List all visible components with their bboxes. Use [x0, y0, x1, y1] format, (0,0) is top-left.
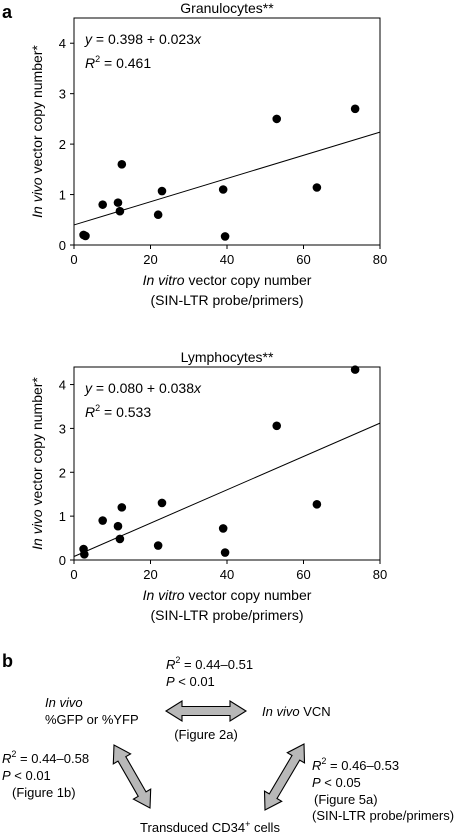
data-point — [220, 548, 230, 557]
x-tick-label: 60 — [296, 252, 310, 267]
y-tick-label: 4 — [59, 36, 66, 51]
top-stat-p-value: P < 0.01 — [166, 674, 215, 689]
x-tick-label: 60 — [296, 567, 310, 582]
data-point — [312, 499, 322, 509]
arrow-gfp-vcn — [164, 700, 248, 722]
right-stat-r-squared: R2 = 0.46–0.53 — [312, 756, 399, 773]
y-tick-label: 2 — [59, 465, 66, 480]
data-point — [350, 104, 360, 114]
data-point — [312, 183, 322, 192]
left-figure-ref: (Figure 1b) — [12, 785, 76, 800]
data-point — [218, 524, 228, 533]
right-figure-ref: (Figure 5a) — [314, 792, 378, 807]
data-point — [117, 503, 127, 512]
y-tick-label: 1 — [59, 188, 66, 203]
panel-label-b: b — [2, 651, 13, 671]
top-stat-r-squared: R2 = 0.44–0.51 — [166, 655, 253, 672]
y-tick-label: 3 — [59, 421, 66, 436]
y-axis-label: In vivo vector copy number* — [29, 377, 45, 550]
x-tick-label: 20 — [143, 567, 157, 582]
x-tick-label: 0 — [70, 567, 77, 582]
y-tick-label: 0 — [59, 238, 66, 253]
data-point — [153, 210, 163, 220]
chart-title: Granulocytes** — [180, 0, 274, 16]
data-point — [220, 232, 230, 241]
r-squared-label: R2 = 0.533 — [85, 403, 151, 420]
data-point — [218, 185, 228, 194]
arrow-gfp-cd34 — [112, 744, 152, 809]
y-tick-label: 4 — [59, 378, 66, 393]
regression-equation: y = 0.080 + 0.038x — [84, 380, 202, 396]
data-point — [272, 114, 282, 124]
regression-line — [73, 131, 381, 226]
r-squared-label: R2 = 0.461 — [85, 54, 151, 71]
data-point — [98, 516, 107, 525]
x-tick-label: 20 — [143, 252, 157, 267]
x-tick-label: 80 — [373, 567, 387, 582]
y-tick-label: 0 — [59, 553, 66, 568]
x-axis-label: In vitro vector copy number — [143, 272, 312, 288]
arrow-vcn-cd34 — [263, 743, 306, 811]
y-axis-label: In vivo vector copy number* — [29, 45, 45, 218]
node-gfp-line1: In vivo — [45, 695, 83, 710]
panel-label-a: a — [2, 2, 13, 22]
chart-title: Lymphocytes** — [181, 349, 274, 365]
x-tick-label: 0 — [70, 252, 77, 267]
data-point — [113, 198, 123, 207]
node-gfp-line2: %GFP or %YFP — [45, 712, 139, 727]
x-axis-label-line2: (SIN-LTR probe/primers) — [151, 292, 304, 308]
granulocytes-chart: Granulocytes** 0 20 40 60 80 0 1 2 3 4 In vitro vec… — [29, 0, 387, 308]
node-cd34: Transduced CD34+ cells — [140, 819, 280, 835]
data-point — [113, 521, 123, 531]
x-tick-label: 40 — [220, 567, 234, 582]
node-vcn: In vivo VCN — [262, 704, 331, 719]
data-point — [115, 206, 125, 216]
regression-line — [73, 422, 381, 557]
top-figure-ref: (Figure 2a) — [174, 727, 238, 742]
x-axis-label: In vitro vector copy number — [143, 587, 312, 603]
data-point — [115, 534, 125, 544]
y-tick-label: 2 — [59, 137, 66, 152]
data-point — [350, 365, 360, 374]
data-point — [117, 159, 127, 169]
left-stat-r-squared: R2 = 0.44–0.58 — [2, 749, 89, 766]
data-point — [80, 549, 89, 559]
data-point — [157, 498, 167, 508]
data-point — [153, 541, 163, 550]
x-tick-label: 40 — [220, 252, 234, 267]
data-point — [98, 200, 107, 209]
left-stat-p-value: P < 0.01 — [2, 768, 51, 783]
right-figure-ref-line2: (SIN-LTR probe/primers) — [312, 808, 454, 823]
correlation-diagram: In vivo %GFP or %YFP In vivo VCN Transduced… — [2, 655, 454, 835]
x-axis-label-line2: (SIN-LTR probe/primers) — [151, 607, 304, 623]
data-point — [81, 231, 90, 241]
regression-equation: y = 0.398 + 0.023x — [84, 31, 202, 47]
x-tick-label: 80 — [373, 252, 387, 267]
data-point — [272, 421, 282, 431]
y-tick-label: 1 — [59, 509, 66, 524]
y-tick-label: 3 — [59, 87, 66, 102]
right-stat-p-value: P < 0.05 — [312, 775, 361, 790]
lymphocytes-chart: Lymphocytes** 0 20 40 60 80 0 1 2 3 4 In vitro vect… — [29, 349, 387, 623]
data-point — [157, 186, 167, 196]
